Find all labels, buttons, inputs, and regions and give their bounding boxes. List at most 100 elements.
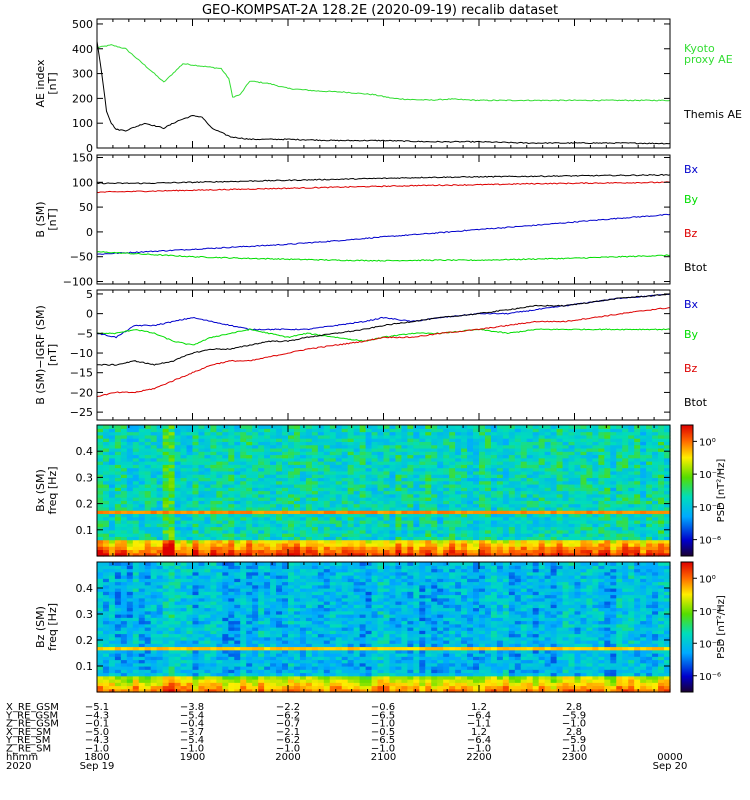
spectrogram-cell bbox=[622, 480, 629, 485]
spectrogram-cell bbox=[580, 464, 588, 469]
spectrogram-cell bbox=[192, 506, 200, 511]
spectrogram-cell bbox=[377, 510, 385, 515]
spectrogram-cell bbox=[640, 428, 647, 433]
spectrogram-cell bbox=[299, 447, 307, 452]
spectrogram-cell bbox=[198, 497, 206, 501]
spectrogram-cell bbox=[156, 659, 164, 664]
spectrogram-cell bbox=[461, 477, 468, 482]
spectrogram-cell bbox=[335, 506, 343, 511]
spectrogram-cell bbox=[156, 630, 164, 635]
spectrogram-cell bbox=[276, 461, 283, 465]
spectrogram-cell bbox=[162, 662, 170, 667]
series-line-by bbox=[96, 251, 671, 262]
spectrogram-cell bbox=[150, 536, 158, 541]
spectrogram-cell bbox=[198, 431, 206, 436]
spectrogram-cell bbox=[664, 431, 671, 436]
spectrogram-cell bbox=[168, 614, 176, 618]
spectrogram-cell bbox=[97, 516, 104, 521]
spectrogram-cell bbox=[347, 461, 355, 465]
spectrogram-cell bbox=[126, 653, 134, 657]
spectrogram-cell bbox=[168, 451, 176, 456]
spectrogram-cell bbox=[604, 467, 611, 472]
spectrogram-cell bbox=[395, 549, 403, 554]
spectrogram-cell bbox=[264, 441, 271, 446]
spectrogram-cell bbox=[114, 679, 122, 683]
spectrogram-cell bbox=[174, 649, 182, 654]
spectrogram-cell bbox=[114, 444, 122, 449]
spectrogram-cell bbox=[502, 447, 510, 452]
spectrogram-cell bbox=[371, 510, 379, 515]
spectrogram-cell bbox=[204, 500, 212, 505]
spectrogram-cell bbox=[97, 633, 104, 638]
spectrogram-cell bbox=[664, 428, 671, 433]
spectrogram-cell bbox=[102, 597, 110, 602]
spectrogram-cell bbox=[365, 542, 373, 547]
spectrogram-cell bbox=[461, 457, 468, 462]
spectrogram-cell bbox=[604, 516, 611, 521]
spectrogram-cell bbox=[323, 444, 331, 449]
spectrogram-cell bbox=[443, 474, 450, 479]
spectrogram-cell bbox=[156, 682, 164, 687]
spectrogram-cell bbox=[156, 457, 164, 462]
spectrogram-cell bbox=[132, 679, 140, 683]
spectrogram-cell bbox=[150, 438, 158, 442]
spectrogram-cell bbox=[174, 662, 182, 667]
spectrogram-cell bbox=[102, 607, 110, 612]
spectrogram-cell bbox=[544, 529, 552, 534]
spectrogram-cell bbox=[461, 467, 468, 472]
spectrogram-cell bbox=[180, 614, 188, 618]
spectrogram-cell bbox=[431, 457, 438, 462]
spectrogram-cell bbox=[532, 487, 540, 492]
spectrogram-cell bbox=[568, 523, 576, 528]
spectrogram-cell bbox=[556, 474, 564, 479]
spectrogram-cell bbox=[347, 516, 355, 521]
spectrogram-cell bbox=[377, 539, 385, 544]
spectrogram-cell bbox=[371, 516, 379, 521]
spectrogram-cell bbox=[395, 480, 403, 485]
spectrogram-cell bbox=[634, 467, 641, 472]
spectrogram-cell bbox=[604, 546, 611, 551]
spectrogram-cell bbox=[180, 617, 188, 622]
spectrogram-cell bbox=[180, 620, 188, 625]
spectrogram-cell bbox=[556, 487, 564, 492]
spectrogram-cell bbox=[473, 431, 480, 436]
legend-bdiff-3: Btot bbox=[684, 396, 708, 409]
spectrogram-cell bbox=[162, 636, 170, 641]
spectrogram-cell bbox=[282, 490, 289, 495]
spectrogram-cell bbox=[532, 549, 540, 554]
spectrogram-cell bbox=[97, 523, 104, 528]
spectrogram-cell bbox=[556, 536, 564, 541]
spectrogram-cell bbox=[526, 441, 534, 446]
spectrogram-cell bbox=[431, 447, 438, 452]
spectrogram-cell bbox=[592, 549, 599, 554]
spectrogram-cell bbox=[138, 646, 146, 651]
y-tick-label: 500 bbox=[72, 18, 93, 31]
spectrogram-cell bbox=[156, 662, 164, 667]
spectrogram-cell bbox=[210, 552, 217, 557]
spectrogram-cell bbox=[210, 474, 217, 479]
spectrogram-cell bbox=[305, 503, 313, 508]
spectrogram-cell bbox=[568, 447, 576, 452]
spectrogram-cell bbox=[204, 470, 212, 475]
spectrogram-cell bbox=[168, 623, 176, 628]
spectrogram-cell bbox=[562, 480, 570, 485]
spectrogram-cell bbox=[204, 529, 212, 534]
spectrogram-cell bbox=[580, 539, 588, 544]
spectrogram-cell bbox=[317, 467, 325, 472]
spectrogram-cell bbox=[186, 675, 194, 680]
spectrogram-cell bbox=[580, 526, 588, 531]
spectrogram-cell bbox=[568, 474, 576, 479]
spectrogram-cell bbox=[216, 533, 223, 537]
spectrogram-cell bbox=[282, 438, 289, 442]
spectrogram-cell bbox=[520, 467, 528, 472]
spectrogram-cell bbox=[323, 425, 331, 429]
spectrogram-cell bbox=[484, 477, 492, 482]
spectrogram-cell bbox=[282, 474, 289, 479]
spectrogram-cell bbox=[114, 562, 122, 566]
spectrogram-cell bbox=[240, 513, 247, 518]
spectrogram-cell bbox=[431, 451, 438, 456]
spectrogram-cell bbox=[335, 552, 343, 557]
spectrogram-cell bbox=[126, 533, 134, 537]
spectrogram-cell bbox=[371, 454, 379, 459]
spectrogram-cell bbox=[168, 470, 176, 475]
